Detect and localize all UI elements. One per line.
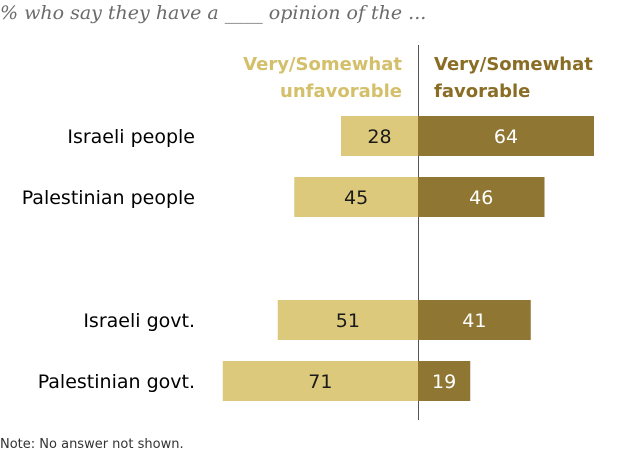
- legend-unfavorable-line2: unfavorable: [280, 81, 402, 102]
- bar-favorable-palestinian-govt: [418, 361, 471, 401]
- value-favorable-palestinian-people: 46: [469, 187, 493, 209]
- category-label-palestinian-govt: Palestinian govt.: [38, 371, 195, 393]
- legend-favorable: Very/Somewhat favorable: [434, 54, 593, 102]
- bar-favorable-palestinian-people: [418, 177, 545, 217]
- bar-favorable-israeli-people: [418, 116, 594, 156]
- bar-unfavorable-israeli-people: [341, 116, 418, 156]
- value-favorable-israeli-people: 64: [494, 126, 518, 148]
- category-label-israeli-govt: Israeli govt.: [83, 310, 195, 332]
- value-unfavorable-israeli-govt: 51: [336, 310, 360, 332]
- legend-unfavorable: Very/Somewhat unfavorable: [243, 54, 402, 102]
- value-favorable-palestinian-govt: 19: [432, 371, 456, 393]
- bar-unfavorable-palestinian-govt: [222, 361, 418, 401]
- bar-unfavorable-palestinian-people: [294, 177, 418, 217]
- value-unfavorable-palestinian-govt: 71: [308, 371, 332, 393]
- bars-group: Israeli people 28 64 Palestinian people 45 46…: [22, 116, 594, 401]
- value-unfavorable-israeli-people: 28: [367, 126, 391, 148]
- value-unfavorable-palestinian-people: 45: [344, 187, 368, 209]
- bar-favorable-israeli-govt: [418, 300, 531, 340]
- legend-favorable-line2: favorable: [434, 81, 530, 102]
- value-favorable-israeli-govt: 41: [462, 310, 486, 332]
- chart-subtitle: % who say they have a ____ opinion of th…: [0, 2, 427, 24]
- category-label-palestinian-people: Palestinian people: [22, 187, 195, 209]
- legend-unfavorable-line1: Very/Somewhat: [243, 54, 402, 75]
- category-label-israeli-people: Israeli people: [67, 126, 195, 148]
- legend-favorable-line1: Very/Somewhat: [434, 54, 593, 75]
- bar-unfavorable-israeli-govt: [277, 300, 418, 340]
